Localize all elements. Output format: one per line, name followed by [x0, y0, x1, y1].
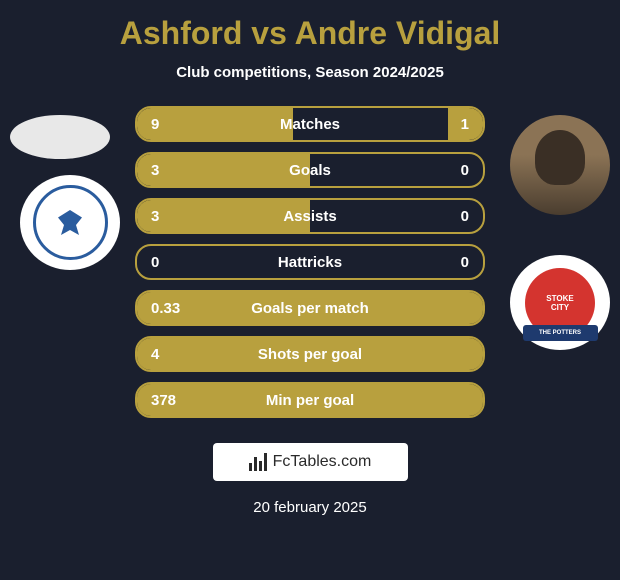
player-avatar-right: [510, 115, 610, 215]
stat-value-right: 0: [461, 162, 469, 179]
stat-label: Goals per match: [137, 300, 483, 317]
stat-label: Matches: [137, 116, 483, 133]
stat-row: 9Matches1: [135, 106, 485, 142]
watermark-badge: FcTables.com: [213, 443, 408, 481]
stat-label: Hattricks: [137, 254, 483, 271]
stat-row: 3Assists0: [135, 198, 485, 234]
stat-value-right: 0: [461, 208, 469, 225]
stat-row: 4Shots per goal: [135, 336, 485, 372]
stat-value-right: 1: [461, 116, 469, 133]
stat-label: Min per goal: [137, 392, 483, 409]
comparison-card: Ashford vs Andre Vidigal Club competitio…: [0, 0, 620, 580]
stat-value-right: 0: [461, 254, 469, 271]
player-avatar-left: [10, 115, 110, 159]
page-title: Ashford vs Andre Vidigal: [0, 15, 620, 52]
stats-container: 9Matches13Goals03Assists00Hattricks00.33…: [135, 106, 485, 418]
stat-label: Assists: [137, 208, 483, 225]
watermark-text: FcTables.com: [273, 453, 372, 471]
stat-row: 0Hattricks0: [135, 244, 485, 280]
bird-icon: [55, 210, 85, 235]
stat-label: Goals: [137, 162, 483, 179]
chart-icon: [249, 453, 267, 471]
stat-row: 378Min per goal: [135, 382, 485, 418]
club-badge-right: STOKE CITY THE POTTERS: [510, 255, 610, 350]
subtitle: Club competitions, Season 2024/2025: [0, 64, 620, 81]
cardiff-badge-icon: [33, 185, 108, 260]
club-right-line2: CITY: [551, 303, 569, 312]
stat-label: Shots per goal: [137, 346, 483, 363]
club-right-line1: STOKE: [546, 294, 573, 303]
stoke-badge-icon: STOKE CITY THE POTTERS: [525, 268, 595, 338]
date-label: 20 february 2025: [0, 499, 620, 516]
stat-row: 0.33Goals per match: [135, 290, 485, 326]
club-right-banner: THE POTTERS: [523, 325, 598, 341]
stat-row: 3Goals0: [135, 152, 485, 188]
club-badge-left: [20, 175, 120, 270]
